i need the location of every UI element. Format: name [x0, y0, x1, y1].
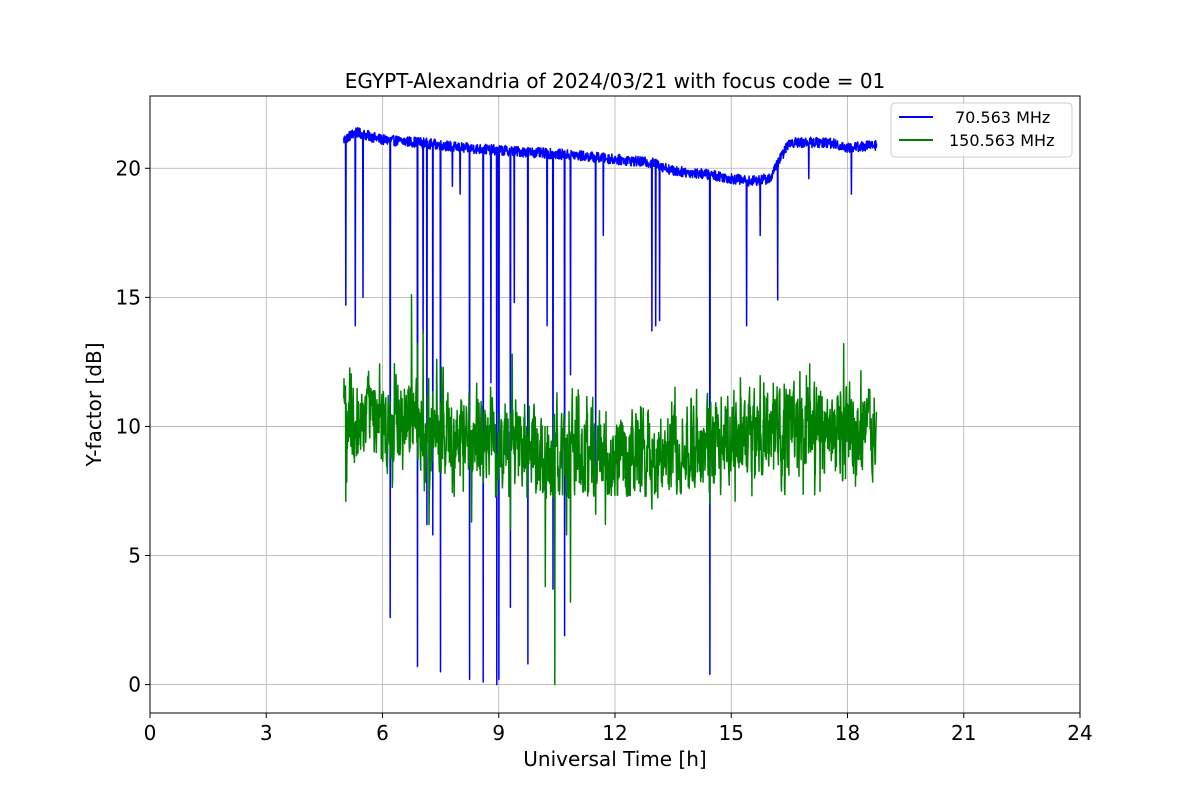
x-axis-label: Universal Time [h]: [523, 747, 706, 771]
y-tick-label: 0: [128, 673, 141, 697]
x-tick-label: 15: [719, 721, 744, 745]
legend-label-150-mhz: 150.563 MHz: [949, 131, 1054, 150]
legend-label-70-mhz: 70.563 MHz: [955, 108, 1050, 127]
y-tick-label: 10: [116, 414, 141, 438]
x-tick-label: 24: [1067, 721, 1092, 745]
y-tick-label: 20: [116, 156, 141, 180]
chart-title: EGYPT-Alexandria of 2024/03/21 with focu…: [345, 69, 886, 93]
ticks: 0 3 6 9 12 15 18 21 24 0 5 10 15 20: [116, 156, 1093, 745]
series-line-0: [343, 126, 878, 686]
x-tick-label: 3: [260, 721, 273, 745]
legend-frame: [890, 102, 1073, 158]
legend: 70.563 MHz 150.563 MHz: [890, 102, 1073, 158]
series-line-1: [343, 294, 878, 686]
x-tick-label: 12: [602, 721, 627, 745]
y-tick-label: 5: [128, 544, 141, 568]
y-axis-label: Y-factor [dB]: [82, 342, 106, 467]
series-layer: [343, 126, 878, 686]
x-tick-label: 0: [144, 721, 157, 745]
x-tick-label: 6: [376, 721, 389, 745]
x-tick-label: 21: [951, 721, 976, 745]
y-tick-label: 15: [116, 285, 141, 309]
x-tick-label: 18: [835, 721, 860, 745]
x-tick-label: 9: [492, 721, 505, 745]
